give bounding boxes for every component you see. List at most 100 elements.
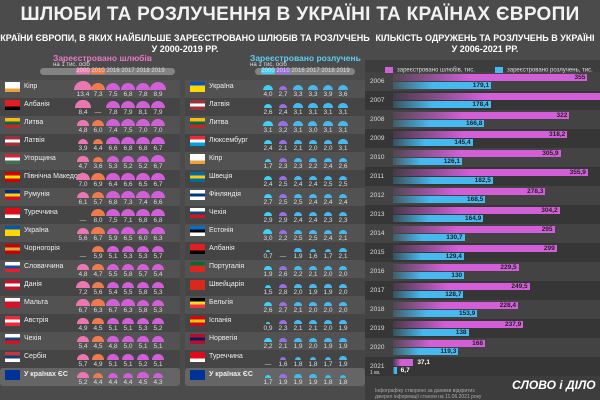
- value-label: —: [264, 361, 272, 368]
- country-name: Фінляндія: [209, 191, 241, 198]
- value-bubble: [136, 281, 150, 288]
- value-bubble: [121, 299, 135, 306]
- value-label: 5,9: [93, 253, 103, 260]
- value-label: 8,4: [78, 109, 88, 116]
- page-title: ШЛЮБИ ТА РОЗЛУЧЕННЯ В УКРАЇНІ ТА КРАЇНАХ…: [20, 4, 580, 25]
- value-bubble: [279, 356, 287, 360]
- marriages-unit: на 1 тис. осіб: [53, 62, 90, 68]
- country-row: Чорногорія — 5,9 5,1 5,3 5,3 5,7: [0, 242, 180, 260]
- value-label: 1,8: [323, 379, 333, 386]
- value-bubble: [323, 157, 333, 162]
- value-label: 3,3: [308, 91, 318, 98]
- value-label: 5,3: [153, 307, 163, 314]
- value-bubble: [279, 338, 287, 342]
- value-bubble: [278, 85, 288, 90]
- value-label: 2,0: [308, 145, 318, 152]
- value-label: 7,8: [138, 91, 148, 98]
- value-label: 1,9: [323, 343, 333, 350]
- country-name: Мальта: [24, 299, 49, 306]
- country-name: Чехія: [24, 335, 42, 342]
- value-bubble: [77, 138, 89, 144]
- value-label: 3,1: [338, 145, 348, 152]
- value-label: 2,9: [278, 217, 288, 224]
- legend-swatch: [495, 67, 503, 73]
- country-name: Латвія: [209, 101, 230, 108]
- value-bubble: [339, 248, 347, 252]
- flag-icon: [5, 226, 20, 236]
- value-label: 6,7: [153, 163, 163, 170]
- value-label: 2,1: [338, 253, 348, 260]
- marriage-bar: [393, 359, 414, 366]
- flag-icon: [190, 262, 205, 272]
- year-tick-2017: 2017: [306, 68, 320, 74]
- year-row-band: [365, 357, 600, 376]
- value-label: 7,1: [123, 217, 133, 224]
- value-bubble: [294, 140, 302, 144]
- value-bubble: [309, 266, 317, 270]
- value-label: 4,9: [78, 325, 88, 332]
- divorce-bar: 153,9: [393, 310, 478, 317]
- value-bubble: [76, 353, 90, 360]
- value-label: 1,7: [323, 361, 333, 368]
- value-label: 2,4: [263, 145, 273, 152]
- value-label: 2,0: [293, 289, 303, 296]
- year-tick-2019: 2019: [336, 68, 350, 74]
- value-label: 2,4: [323, 163, 333, 170]
- value-label: 7,9: [123, 109, 133, 116]
- value-bubble: [323, 103, 333, 108]
- country-name: Сербія: [24, 353, 47, 360]
- country-name: Данія: [24, 281, 42, 288]
- value-label: 3,1: [263, 127, 273, 134]
- value-label: 5,5: [108, 271, 118, 278]
- value-bubble: [121, 83, 135, 90]
- marriage-bar: 295: [393, 226, 555, 233]
- value-label: 4,4: [108, 379, 118, 386]
- value-bubble: [106, 191, 120, 198]
- ukraine-title-line1: КІЛЬКІСТЬ ОДРУЖЕНЬ ТА РОЗЛУЧЕНЬ В УКРАЇН…: [375, 33, 595, 43]
- value-label: 2,6: [278, 271, 288, 278]
- year-label: 2006: [370, 78, 385, 85]
- value-label: 1,6: [308, 253, 318, 260]
- value-label: 2,1: [308, 271, 318, 278]
- flag-icon: [5, 154, 20, 164]
- value-label: 6,7: [153, 181, 163, 188]
- value-label: 6,8: [108, 199, 118, 206]
- flag-icon: [190, 136, 205, 146]
- value-label: 7,8: [108, 109, 118, 116]
- value-label: 1,5: [263, 289, 273, 296]
- year-tick-2000: 2000: [76, 68, 90, 74]
- value-bubble: [279, 230, 287, 234]
- country-name: У країнах ЄС: [24, 371, 68, 378]
- value-bubble: [324, 338, 332, 342]
- value-bubble: [90, 208, 106, 216]
- value-label: 2,7: [278, 91, 288, 98]
- value-label: 2,8: [278, 289, 288, 296]
- country-row: Норвегія 2,2 2,1 1,9 2,0 1,9 1,9: [185, 332, 365, 350]
- value-bubble: [137, 354, 149, 360]
- value-label: 7,0: [138, 127, 148, 134]
- value-label: 3,6: [338, 91, 348, 98]
- country-name: Литва: [209, 119, 229, 126]
- country-row: Мальта 6,7 6,3 6,7 6,3 5,8 5,3: [0, 296, 180, 314]
- value-label: 5,2: [153, 325, 163, 332]
- value-label: 6,4: [108, 181, 118, 188]
- country-name: Чорногорія: [24, 245, 60, 252]
- value-bubble: [279, 374, 287, 378]
- value-bubble: [264, 374, 272, 378]
- value-label: 2,1: [278, 343, 288, 350]
- value-label: 5,7: [93, 199, 103, 206]
- divorce-bar: 182,5: [393, 177, 493, 184]
- value-bubble: [122, 156, 134, 162]
- value-bubble: [338, 103, 348, 108]
- value-bubble: [136, 137, 150, 144]
- value-bubble: [263, 193, 273, 198]
- value-bubble: [136, 173, 150, 180]
- year-label: 2015: [370, 249, 385, 256]
- country-name: Кіпр: [24, 83, 38, 90]
- country-name: Словаччина: [24, 263, 64, 270]
- value-bubble: [324, 374, 332, 378]
- value-label: 2,5: [293, 235, 303, 242]
- year-label: 2020: [370, 344, 385, 351]
- value-label: 5,8: [138, 289, 148, 296]
- country-row: Туреччина — 1,6 1,8 1,8 1,7 1,9: [185, 350, 365, 368]
